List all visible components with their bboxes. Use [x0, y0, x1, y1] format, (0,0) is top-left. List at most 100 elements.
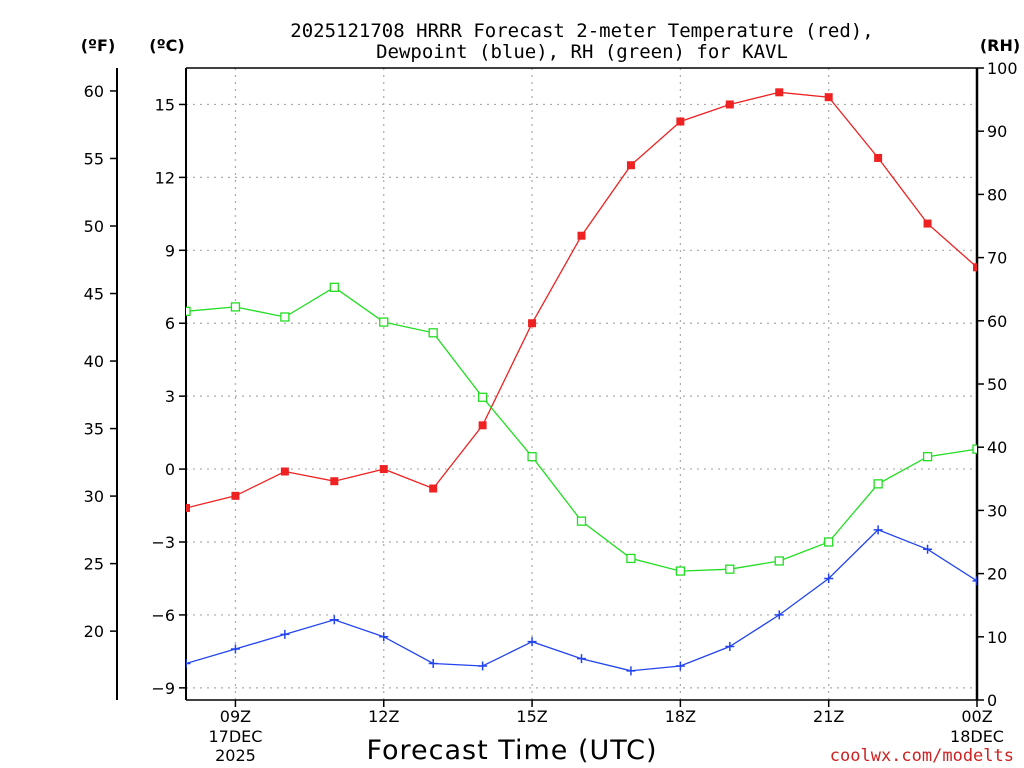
rh-point [230, 302, 241, 312]
rh-point [527, 452, 537, 462]
temperature-point [775, 88, 784, 97]
axes [116, 67, 979, 701]
celsius-tick-label: 3 [165, 387, 175, 406]
time-tick-label: 15Z [516, 707, 547, 726]
fahrenheit-tick-label: 30 [84, 487, 104, 506]
rh-point [280, 312, 290, 322]
dewpoint-point [329, 615, 339, 625]
dewpoint-point [230, 644, 240, 654]
fahrenheit-tick-label: 35 [84, 420, 104, 439]
date-tick-label: 18DEC [950, 727, 1004, 746]
temperature-point [186, 503, 190, 512]
rh-line [186, 286, 977, 572]
rh-tick-label: 40 [987, 438, 1007, 457]
credit-text: coolwx.com/modelts [830, 746, 1014, 766]
dewpoint-point [675, 661, 685, 671]
rh-point [972, 444, 977, 454]
grid-lines [186, 68, 978, 700]
temperature-point [528, 319, 537, 328]
temperature-point [626, 161, 635, 170]
dewpoint-point [923, 544, 933, 554]
rh-tick-label: 70 [987, 249, 1007, 268]
dewpoint-point [824, 573, 834, 583]
chart-title-line1: 2025121708 HRRR Forecast 2-meter Tempera… [290, 20, 873, 42]
rh-tick-label: 10 [987, 628, 1007, 647]
fahrenheit-tick-label: 45 [84, 285, 104, 304]
celsius-tick-label: 12 [155, 168, 175, 187]
rh-tick-label: 100 [987, 59, 1018, 78]
celsius-axis-ticks: 15 12 9 6 3 0 −3 −6 −9 [151, 95, 186, 698]
celsius-tick-label: −3 [151, 533, 175, 552]
rh-point [186, 306, 191, 316]
dewpoint-point [577, 654, 586, 664]
temperature-point [577, 231, 586, 240]
fahrenheit-axis-ticks: 60 55 50 45 40 35 30 25 20 [84, 82, 117, 641]
dewpoint-series [186, 525, 977, 676]
rh-point [774, 556, 784, 566]
rh-point [873, 479, 883, 489]
fahrenheit-tick-label: 25 [84, 555, 104, 574]
rh-point [626, 553, 636, 564]
fahrenheit-tick-label: 55 [84, 149, 104, 168]
temperature-point [923, 219, 932, 228]
dewpoint-point [527, 637, 537, 647]
fahrenheit-tick-label: 20 [84, 622, 104, 641]
rh-point [329, 282, 339, 292]
temperature-point [874, 153, 883, 162]
rh-point [922, 452, 933, 462]
celsius-tick-label: −6 [151, 606, 175, 625]
rh-point [428, 328, 438, 338]
time-tick-label: 18Z [665, 707, 696, 726]
celsius-tick-label: 6 [165, 314, 175, 333]
temperature-point [231, 491, 240, 500]
dewpoint-point [873, 525, 883, 535]
rh-point [824, 537, 834, 547]
dewpoint-line [186, 529, 977, 672]
celsius-tick-label: 9 [165, 241, 175, 260]
celsius-tick-label: 0 [165, 460, 175, 479]
fahrenheit-unit-label: (ºF) [81, 36, 116, 55]
temperature-point [824, 93, 833, 102]
time-tick-label: 21Z [813, 707, 844, 726]
time-tick-label: 09Z [220, 707, 251, 726]
rh-point [379, 317, 389, 327]
rh-tick-label: 90 [987, 122, 1007, 141]
celsius-unit-label: (ºC) [149, 36, 184, 55]
temperature-point [379, 465, 388, 474]
dewpoint-point [774, 610, 784, 620]
data-series [186, 88, 977, 676]
x-axis-label: Forecast Time (UTC) [366, 735, 657, 766]
dewpoint-point [379, 632, 389, 642]
rh-point [576, 516, 587, 526]
dewpoint-point [428, 659, 438, 669]
temperature-point [280, 467, 289, 476]
rh-tick-label: 0 [987, 691, 997, 710]
temperature-point [973, 263, 977, 272]
dewpoint-point [186, 659, 191, 669]
celsius-tick-label: −9 [151, 679, 175, 698]
rh-tick-label: 30 [987, 501, 1007, 520]
rh-tick-label: 50 [987, 375, 1007, 394]
temperature-point [429, 484, 438, 493]
dewpoint-point [725, 642, 735, 652]
temperature-point [478, 421, 487, 430]
rh-unit-label: (RH) [980, 36, 1020, 55]
rh-tick-label: 80 [987, 185, 1007, 204]
dewpoint-point [280, 629, 290, 639]
rh-point [477, 392, 488, 402]
dewpoint-point [626, 666, 636, 676]
rh-point [725, 564, 735, 574]
dewpoint-point [478, 661, 488, 671]
celsius-tick-label: 15 [155, 95, 175, 114]
temperature-point [676, 117, 685, 126]
time-tick-label: 12Z [368, 707, 399, 726]
time-tick-label: 00Z [961, 707, 992, 726]
year-tick-label: 2025 [215, 746, 256, 765]
temperature-point [725, 100, 734, 109]
rh-tick-label: 20 [987, 565, 1007, 584]
date-tick-label: 17DEC [208, 727, 262, 746]
dewpoint-point [972, 576, 977, 586]
